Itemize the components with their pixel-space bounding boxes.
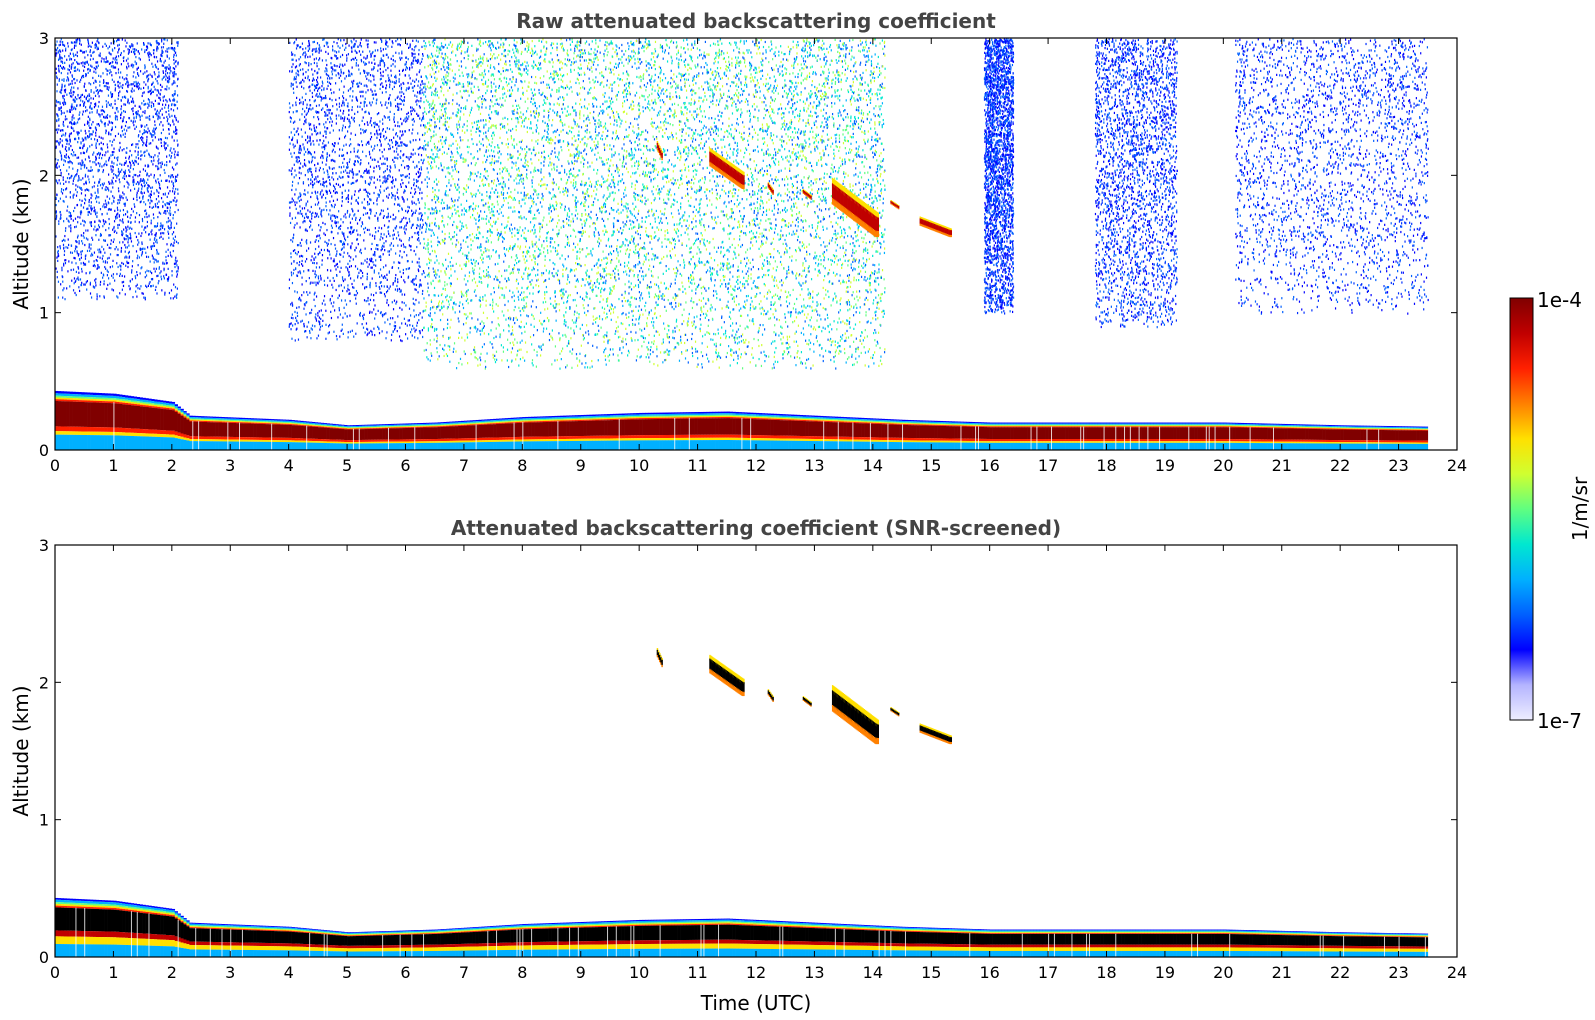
x-tick-label: 20	[1213, 456, 1233, 475]
x-tick-label: 2	[167, 963, 177, 982]
x-tick-label: 17	[1038, 963, 1058, 982]
panel-screened-title: Attenuated backscattering coefficient (S…	[451, 516, 1061, 540]
x-tick-label: 23	[1388, 963, 1408, 982]
y-tick-label: 3	[39, 29, 49, 48]
x-tick-label: 14	[863, 963, 883, 982]
y-tick-label: 2	[39, 673, 49, 692]
screened-axes-frame	[54, 544, 1458, 958]
x-tick-label: 5	[342, 456, 352, 475]
x-tick-label: 19	[1155, 963, 1175, 982]
x-tick-label: 7	[459, 456, 469, 475]
x-tick-label: 24	[1447, 963, 1467, 982]
screened-x-ticks: 0 1 2 3 4 5 6 7 8 9 10 11 12 13 14 15 16 17 18 19 20 21 22 23 24	[50, 545, 1467, 982]
x-tick-label: 21	[1272, 456, 1292, 475]
x-tick-label: 11	[687, 456, 707, 475]
x-tick-label: 15	[921, 456, 941, 475]
x-tick-label: 3	[225, 963, 235, 982]
panel-screened: Attenuated backscattering coefficient (S…	[9, 516, 1467, 1015]
x-tick-label: 13	[804, 963, 824, 982]
x-tick-label: 10	[629, 456, 649, 475]
y-tick-label: 1	[39, 304, 49, 323]
x-tick-label: 15	[921, 963, 941, 982]
x-tick-label: 0	[50, 963, 60, 982]
y-tick-label: 1	[39, 811, 49, 830]
x-tick-label: 18	[1096, 963, 1116, 982]
x-tick-label: 9	[576, 456, 586, 475]
x-tick-label: 22	[1330, 456, 1350, 475]
x-tick-label: 12	[746, 963, 766, 982]
x-tick-label: 22	[1330, 963, 1350, 982]
colorbar-min-label: 1e-7	[1537, 709, 1582, 733]
screened-heatmap	[55, 648, 1429, 957]
x-tick-label: 17	[1038, 456, 1058, 475]
raw-y-axis-label: Altitude (km)	[9, 178, 33, 309]
screened-y-ticks: 0 1 2 3	[39, 536, 1457, 967]
colorbar-max-label: 1e-4	[1537, 288, 1582, 312]
raw-y-ticks: 0 1 2 3	[39, 29, 1457, 460]
y-tick-label: 0	[39, 948, 49, 967]
colorbar-unit-label: 1/m/sr	[1568, 476, 1592, 541]
x-tick-label: 8	[517, 456, 527, 475]
y-tick-label: 0	[39, 441, 49, 460]
x-tick-label: 20	[1213, 963, 1233, 982]
x-tick-label: 16	[979, 963, 999, 982]
y-tick-label: 3	[39, 536, 49, 555]
y-tick-label: 2	[39, 166, 49, 185]
x-tick-label: 12	[746, 456, 766, 475]
screened-y-axis-label: Altitude (km)	[9, 685, 33, 816]
x-tick-label: 13	[804, 456, 824, 475]
x-tick-label: 9	[576, 963, 586, 982]
x-tick-label: 4	[284, 963, 294, 982]
x-tick-label: 1	[108, 456, 118, 475]
colorbar: 1e-4 1e-7 1/m/sr	[1509, 288, 1592, 733]
x-tick-label: 6	[400, 963, 410, 982]
colorbar-gradient	[1509, 297, 1534, 721]
x-tick-label: 3	[225, 456, 235, 475]
raw-x-ticks: 0 1 2 3 4 5 6 7 8 9 10 11 12 13 14 15 16 17 18 19 20 21 22 23 24	[50, 38, 1467, 475]
x-tick-label: 14	[863, 456, 883, 475]
x-tick-label: 2	[167, 456, 177, 475]
x-tick-label: 21	[1272, 963, 1292, 982]
x-tick-label: 4	[284, 456, 294, 475]
x-axis-label: Time (UTC)	[700, 991, 812, 1015]
x-tick-label: 23	[1388, 456, 1408, 475]
x-tick-label: 24	[1447, 456, 1467, 475]
x-tick-label: 19	[1155, 456, 1175, 475]
x-tick-label: 18	[1096, 456, 1116, 475]
x-tick-label: 16	[979, 456, 999, 475]
x-tick-label: 10	[629, 963, 649, 982]
x-tick-label: 8	[517, 963, 527, 982]
x-tick-label: 6	[400, 456, 410, 475]
raw-heatmap	[55, 38, 1429, 450]
x-tick-label: 5	[342, 963, 352, 982]
x-tick-label: 11	[687, 963, 707, 982]
x-tick-label: 0	[50, 456, 60, 475]
x-tick-label: 7	[459, 963, 469, 982]
panel-raw: Raw attenuated backscattering coefficien…	[9, 9, 1467, 475]
panel-raw-title: Raw attenuated backscattering coefficien…	[516, 9, 996, 33]
x-tick-label: 1	[108, 963, 118, 982]
